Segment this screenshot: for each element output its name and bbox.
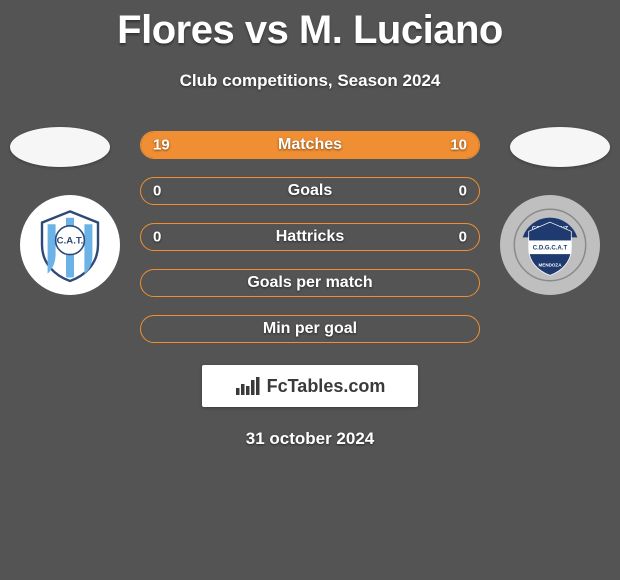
- bar-chart-icon: [235, 376, 261, 396]
- atletico-tucuman-icon: C.A.T.: [30, 205, 110, 285]
- svg-text:C.D.G.C.A.T: C.D.G.C.A.T: [533, 245, 568, 252]
- comparison-content: C.A.T. GODOY CRUZ C.D.G.C.A.T MENDOZA 19…: [0, 131, 620, 449]
- stat-label: Goals per match: [247, 274, 372, 292]
- stat-row-matches: 19 Matches 10: [140, 131, 480, 159]
- footer-date: 31 october 2024: [0, 429, 620, 449]
- branding-badge[interactable]: FcTables.com: [202, 365, 418, 407]
- stat-left-value: 0: [153, 183, 161, 200]
- club-badge-left: C.A.T.: [20, 195, 120, 295]
- stat-left-value: 19: [153, 137, 170, 154]
- stat-rows: 19 Matches 10 0 Goals 0 0 Hattricks 0 Go…: [140, 131, 480, 343]
- svg-text:MENDOZA: MENDOZA: [539, 262, 563, 267]
- player-right-placeholder: [510, 127, 610, 167]
- player-left-placeholder: [10, 127, 110, 167]
- subtitle: Club competitions, Season 2024: [0, 71, 620, 91]
- stat-right-value: 0: [459, 183, 467, 200]
- stat-label: Matches: [278, 136, 342, 154]
- stat-row-min-per-goal: Min per goal: [140, 315, 480, 343]
- stat-row-goals: 0 Goals 0: [140, 177, 480, 205]
- stat-label: Hattricks: [276, 228, 344, 246]
- stat-label: Goals: [288, 182, 332, 200]
- stat-row-goals-per-match: Goals per match: [140, 269, 480, 297]
- club-badge-right: GODOY CRUZ C.D.G.C.A.T MENDOZA: [500, 195, 600, 295]
- stat-row-hattricks: 0 Hattricks 0: [140, 223, 480, 251]
- stat-right-value: 10: [450, 137, 467, 154]
- stat-left-value: 0: [153, 229, 161, 246]
- svg-text:C.A.T.: C.A.T.: [57, 235, 84, 246]
- godoy-cruz-icon: GODOY CRUZ C.D.G.C.A.T MENDOZA: [512, 207, 588, 283]
- stat-right-value: 0: [459, 229, 467, 246]
- stat-label: Min per goal: [263, 320, 357, 338]
- page-title: Flores vs M. Luciano: [0, 0, 620, 53]
- branding-text: FcTables.com: [267, 376, 386, 397]
